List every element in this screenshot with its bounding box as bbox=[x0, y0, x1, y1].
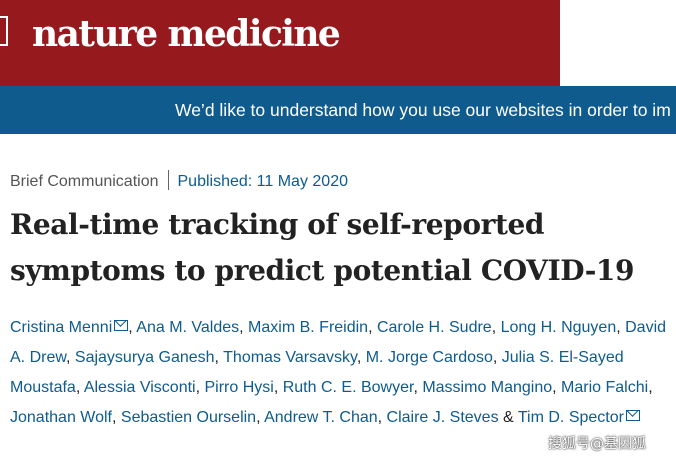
meta-divider bbox=[167, 170, 169, 190]
mail-icon[interactable] bbox=[114, 320, 129, 331]
author-link[interactable]: Julia S. El-Sayed Moustafa bbox=[10, 349, 624, 396]
author-separator: , bbox=[377, 409, 387, 426]
cookie-banner-text: We’d like to understand how you use our … bbox=[175, 100, 671, 120]
author-separator: , bbox=[239, 319, 249, 336]
author-separator: , bbox=[552, 379, 562, 396]
author-separator: , bbox=[273, 379, 283, 396]
author-separator: , bbox=[491, 319, 501, 336]
author-separator: , bbox=[648, 379, 653, 396]
author-link[interactable]: Tim D. Spector bbox=[517, 409, 624, 426]
author-separator: , bbox=[66, 349, 75, 366]
watermark: 搜狐号@基因狐 bbox=[548, 436, 646, 452]
author-link[interactable]: M. Jorge Cardoso bbox=[365, 349, 493, 366]
menu-icon[interactable] bbox=[0, 16, 8, 46]
author-separator: , bbox=[256, 409, 265, 426]
author-link[interactable]: Alessia Visconti bbox=[83, 379, 196, 396]
author-separator: , bbox=[492, 349, 502, 366]
article-type: Brief Communication bbox=[10, 173, 159, 190]
author-link[interactable]: Pirro Hysi bbox=[204, 379, 274, 396]
author-link[interactable]: Carole H. Sudre bbox=[376, 319, 492, 336]
article-meta: Brief Communication Published: 11 May 202… bbox=[10, 170, 348, 193]
author-link[interactable]: Claire J. Steves bbox=[386, 409, 499, 426]
author-separator: , bbox=[75, 379, 84, 396]
author-separator: , bbox=[214, 349, 224, 366]
author-link[interactable]: Mario Falchi bbox=[561, 379, 649, 396]
author-separator: , bbox=[413, 379, 423, 396]
author-link[interactable]: Sebastien Ourselin bbox=[120, 409, 257, 426]
author-link[interactable]: Cristina Menni bbox=[10, 319, 113, 336]
author-separator: , bbox=[616, 319, 626, 336]
author-separator-and: & bbox=[498, 409, 518, 426]
author-link[interactable]: Thomas Varsavsky bbox=[223, 349, 357, 366]
header-right-area bbox=[560, 0, 676, 86]
cookie-banner: We’d like to understand how you use our … bbox=[0, 86, 676, 134]
author-link[interactable]: Long H. Nguyen bbox=[500, 319, 617, 336]
author-link[interactable]: Jonathan Wolf bbox=[10, 409, 112, 426]
article-title: Real-time tracking of self-reported symp… bbox=[10, 208, 635, 287]
author-separator: , bbox=[368, 319, 377, 336]
author-list: Cristina Menni, Ana M. Valdes, Maxim B. … bbox=[10, 313, 674, 433]
author-link[interactable]: Ana M. Valdes bbox=[136, 319, 240, 336]
site-header: nature medicine bbox=[0, 0, 560, 86]
author-link[interactable]: Sajaysurya Ganesh bbox=[74, 349, 215, 366]
author-link[interactable]: Maxim B. Freidin bbox=[248, 319, 369, 336]
journal-logo[interactable]: nature medicine bbox=[32, 13, 341, 55]
mail-icon[interactable] bbox=[625, 410, 640, 421]
author-separator: , bbox=[195, 379, 205, 396]
author-separator: , bbox=[112, 409, 121, 426]
author-link[interactable]: David A. Drew bbox=[10, 319, 667, 366]
author-link[interactable]: Ruth C. E. Bowyer bbox=[282, 379, 414, 396]
author-link[interactable]: Andrew T. Chan bbox=[264, 409, 378, 426]
author-separator: , bbox=[128, 319, 137, 336]
published-date: Published: 11 May 2020 bbox=[177, 173, 348, 190]
author-separator: , bbox=[356, 349, 366, 366]
author-link[interactable]: Massimo Mangino bbox=[422, 379, 553, 396]
